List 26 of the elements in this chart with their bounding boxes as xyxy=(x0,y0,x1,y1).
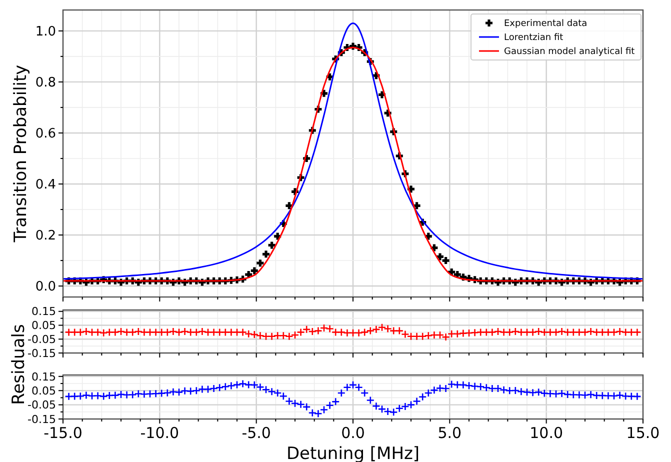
y-axis-title: Residuals xyxy=(9,324,29,405)
y-tick-label: 0.05 xyxy=(32,384,56,398)
x-tick-label: 10.0 xyxy=(530,424,564,442)
y-axis-title: Transition Probability xyxy=(11,64,31,244)
y-tick-label: -0.05 xyxy=(28,398,56,412)
y-tick-label: 0.2 xyxy=(35,228,56,244)
y-tick-label: -0.05 xyxy=(28,332,56,346)
y-tick-label: 0.4 xyxy=(35,178,56,193)
y-tick-label: 0.8 xyxy=(35,75,56,90)
y-tick-label: 0.05 xyxy=(32,319,56,332)
x-tick-label: -5.0 xyxy=(242,424,271,442)
y-tick-label: 0.6 xyxy=(35,126,56,142)
y-tick-label: 1.0 xyxy=(35,24,56,40)
x-tick-label: -10.0 xyxy=(140,424,180,442)
x-tick-label: 0.0 xyxy=(341,424,365,442)
x-tick-label: 5.0 xyxy=(438,424,462,442)
legend-label: Lorentzian fit xyxy=(504,33,564,44)
y-tick-label: -0.15 xyxy=(28,412,56,426)
x-tick-label: -15.0 xyxy=(44,424,82,442)
y-tick-label: 0.0 xyxy=(35,280,56,295)
legend-label: Gaussian model analytical fit xyxy=(504,47,636,58)
legend-label: Experimental data xyxy=(504,19,588,30)
x-tick-label: 15.0 xyxy=(626,424,660,442)
y-tick-label: 0.15 xyxy=(32,305,56,318)
y-tick-label: 0.15 xyxy=(32,370,56,384)
y-tick-label: -0.15 xyxy=(28,346,56,360)
